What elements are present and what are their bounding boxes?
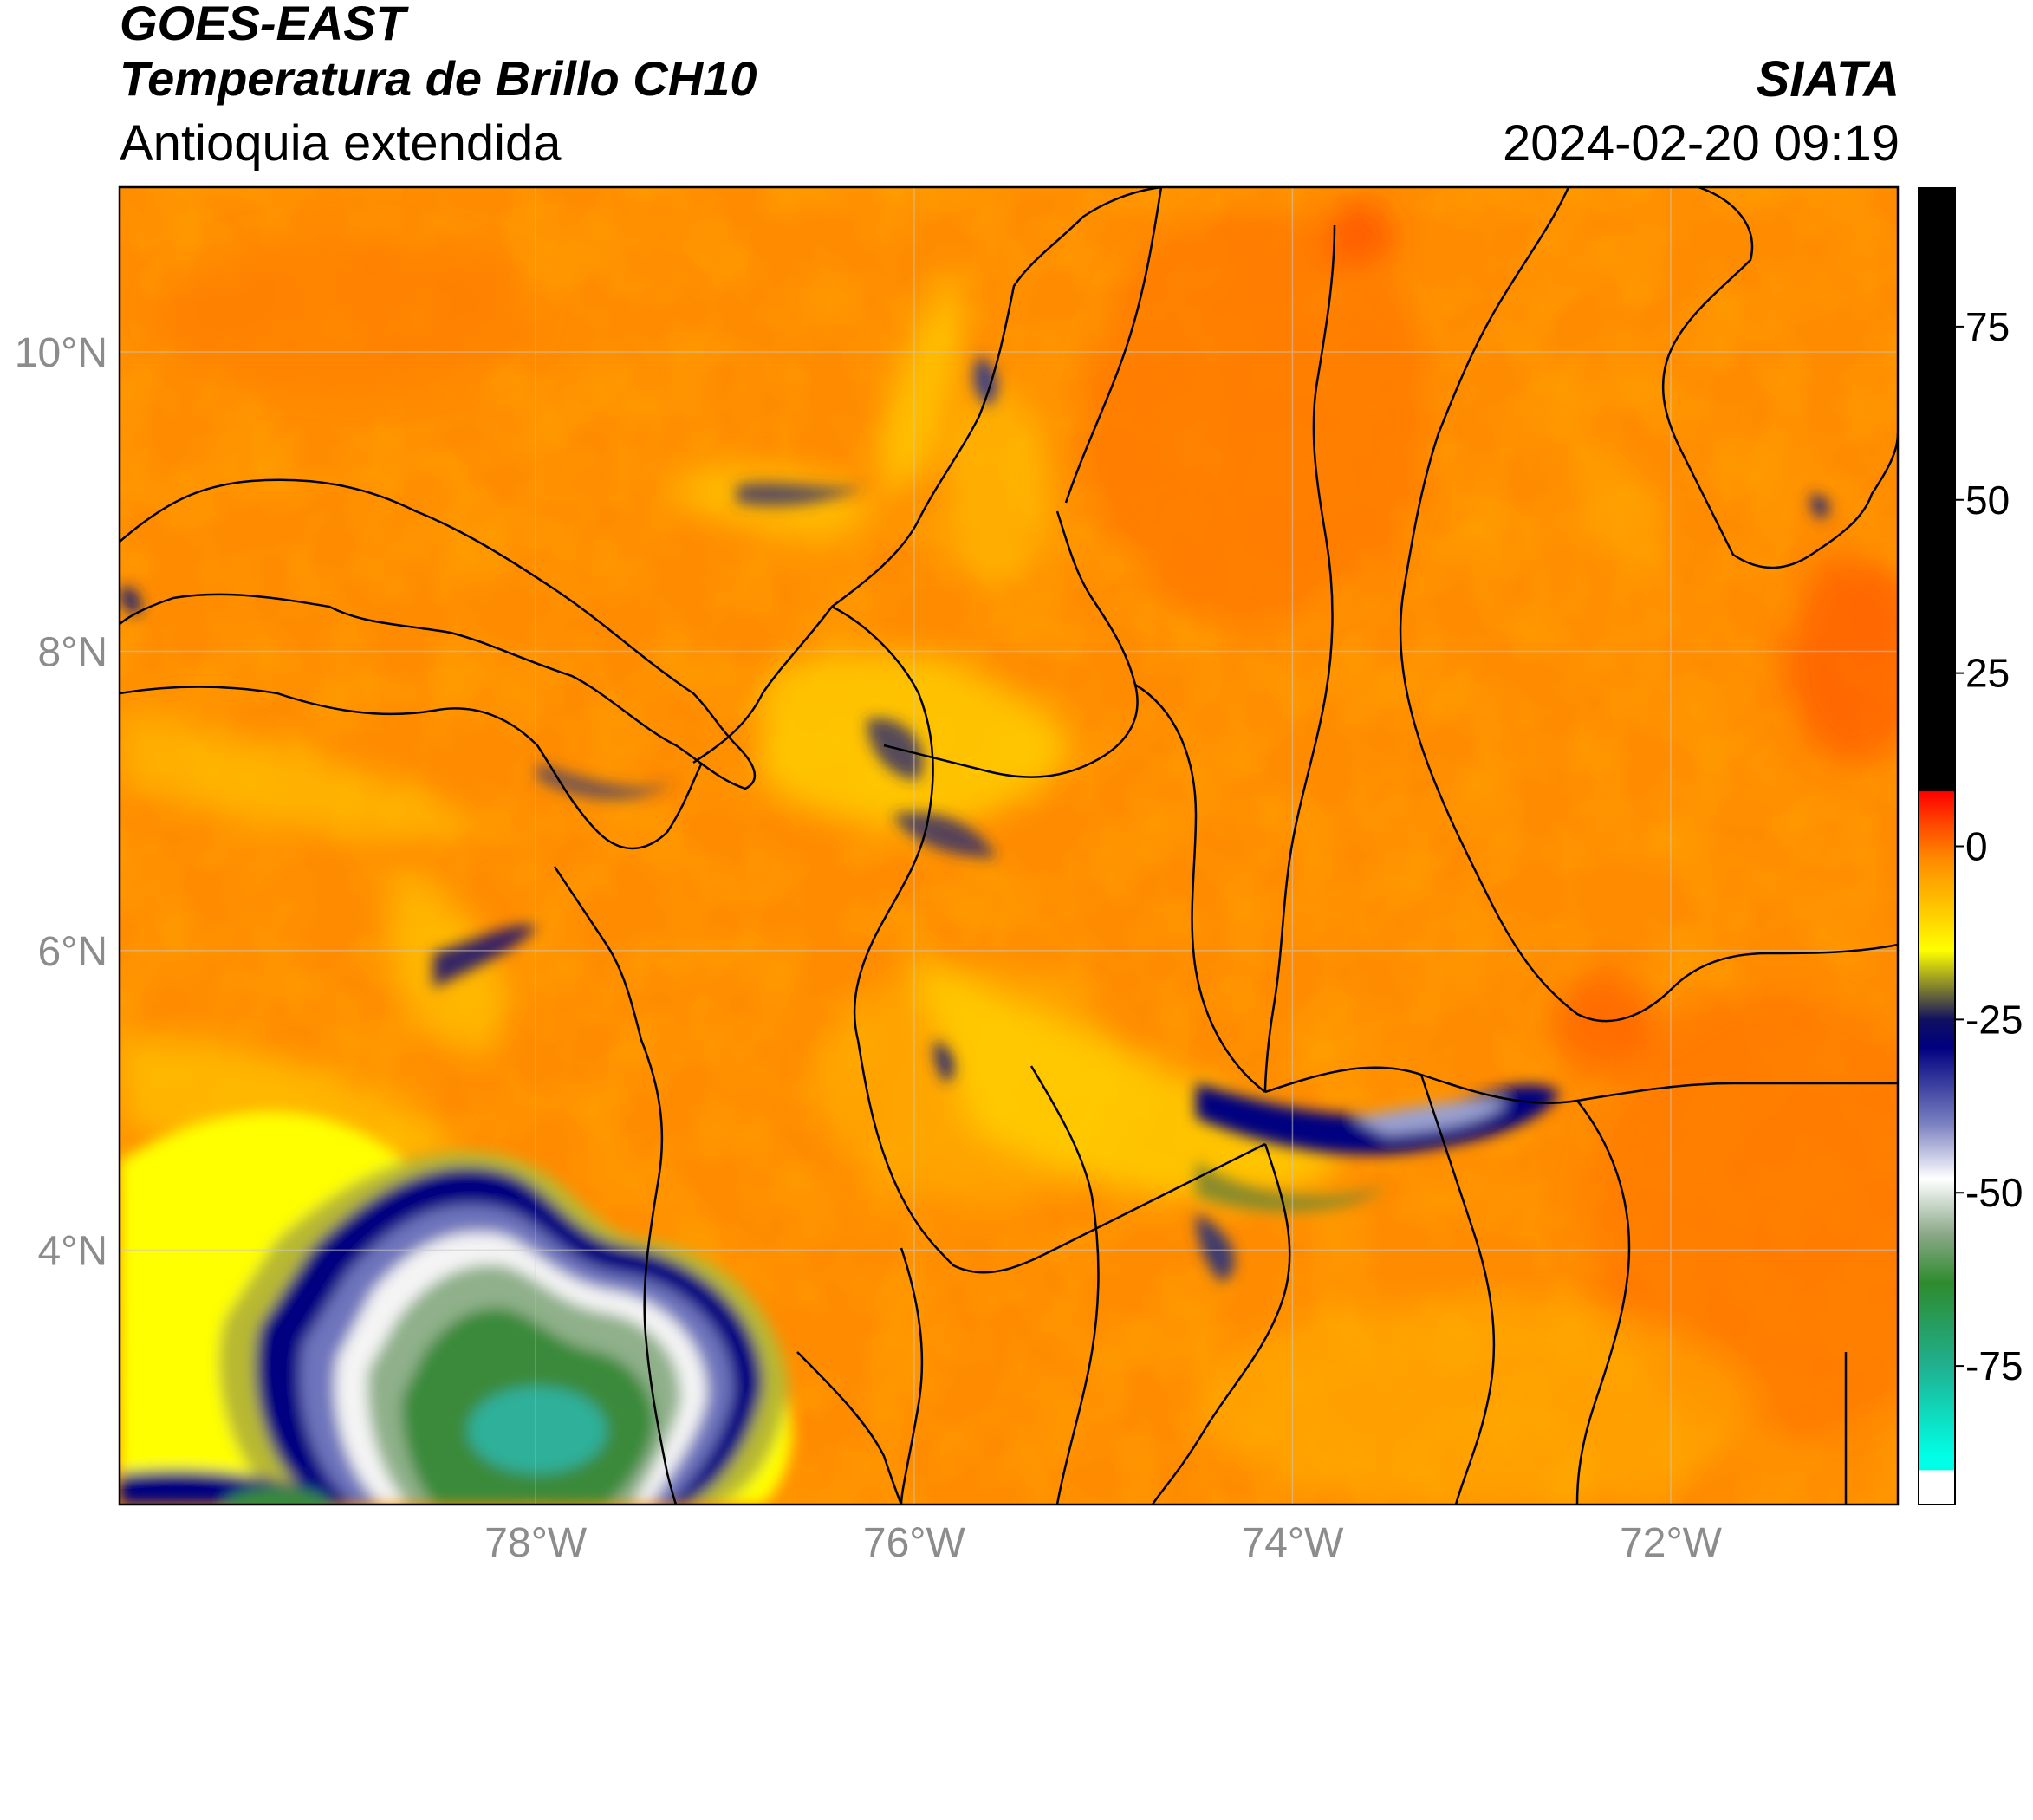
longitude-labels: 78°W 76°W 74°W 72°W xyxy=(484,1520,1722,1566)
border-k xyxy=(1575,1100,1631,1505)
border-b xyxy=(883,510,1139,778)
panama-pacific-coast xyxy=(120,686,704,850)
coastlines-and-borders xyxy=(120,187,1898,1505)
border-m xyxy=(900,1247,924,1505)
graticule xyxy=(120,187,1898,1505)
colorbar-tick-label: -25 xyxy=(1965,997,2023,1042)
lat-tick-label: 6°N xyxy=(37,929,107,975)
colorbar-tick-label: -50 xyxy=(1965,1170,2023,1215)
panama-coastline xyxy=(120,478,756,790)
scattered-convection xyxy=(120,355,1829,1283)
lat-tick-label: 4°N xyxy=(37,1228,107,1274)
datetime-label: 2024-02-20 09:19 xyxy=(1503,115,1900,172)
organization-label: SIATA xyxy=(1756,51,1900,107)
pacific-coastline xyxy=(553,866,678,1505)
venezuela-border xyxy=(1399,187,1898,1023)
product-title: Temperatura de Brillo CH10 xyxy=(120,51,757,106)
guajira-coastline xyxy=(1661,187,1898,569)
colorbar-bar xyxy=(1918,187,1956,1505)
latitude-labels: 10°N 8°N 6°N 4°N xyxy=(15,330,107,1274)
border-a xyxy=(831,605,934,1041)
border-d xyxy=(1134,683,1266,1093)
colorbar-ticks: 75 50 25 0 -25 -50 -75 xyxy=(1955,304,2023,1388)
colorbar-tick-label: 25 xyxy=(1965,651,2010,696)
border-g xyxy=(1064,187,1163,504)
colorbar-tick-label: 75 xyxy=(1965,304,2010,349)
border-j xyxy=(1419,1074,1496,1505)
lat-tick-label: 10°N xyxy=(15,330,107,376)
satellite-title: GOES-EAST xyxy=(120,0,406,50)
border-i xyxy=(1151,1143,1291,1505)
lon-tick-label: 76°W xyxy=(863,1520,966,1566)
border-f xyxy=(1263,224,1336,1093)
map-frame xyxy=(118,185,1900,1506)
lon-tick-label: 72°W xyxy=(1620,1520,1723,1566)
border-c xyxy=(856,1039,1266,1274)
colorbar: 75 50 25 0 -25 -50 -75 xyxy=(1918,187,2023,1505)
caribbean-coastline xyxy=(692,187,1162,764)
region-subtitle: Antioquia extendida xyxy=(120,115,562,172)
lon-tick-label: 74°W xyxy=(1242,1520,1345,1566)
colorbar-tick-label: 0 xyxy=(1965,824,1988,869)
convective-cloud-system xyxy=(120,1112,792,1505)
colorbar-tick-label: 50 xyxy=(1965,478,2010,523)
colorbar-tick-label: -75 xyxy=(1965,1343,2023,1388)
border-h xyxy=(1029,1065,1100,1505)
border-n xyxy=(796,1351,903,1505)
brightness-temperature-field xyxy=(120,187,1898,1505)
lon-tick-label: 78°W xyxy=(484,1520,588,1566)
lat-tick-label: 8°N xyxy=(37,629,107,675)
